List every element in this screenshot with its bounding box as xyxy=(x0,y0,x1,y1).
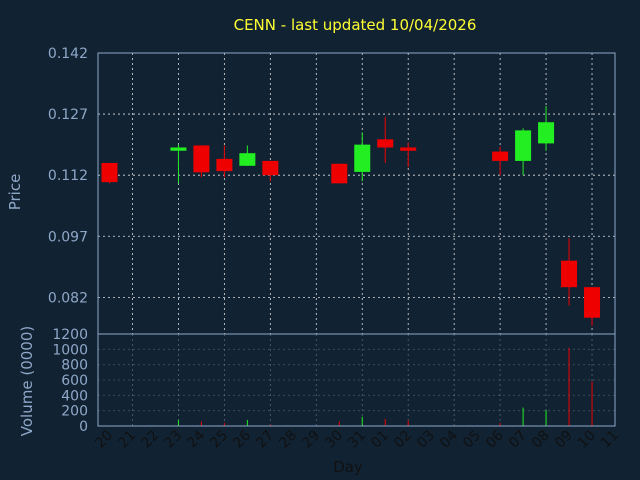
volume-tick-label: 0 xyxy=(79,419,88,435)
candle-09 xyxy=(561,238,577,305)
candle-body xyxy=(561,261,577,287)
day-tick-label: 07 xyxy=(506,428,530,452)
price-tick-label: 0.127 xyxy=(48,107,88,123)
volume-tick-label: 800 xyxy=(61,358,88,374)
candle-body xyxy=(193,145,209,172)
candle-body xyxy=(331,164,347,184)
candle-body xyxy=(538,122,554,143)
volume-tick-label: 600 xyxy=(61,373,88,389)
volume-grid xyxy=(98,334,615,426)
day-tick-label: 25 xyxy=(207,428,231,452)
axis-ticks: 0.142 0.127 0.112 0.097 0.082 120010008006004… xyxy=(48,46,622,451)
candle-01 xyxy=(377,117,393,163)
candle-body xyxy=(492,152,508,161)
day-tick-label: 30 xyxy=(322,428,346,452)
candle-body xyxy=(400,147,416,150)
price-grid xyxy=(98,53,615,334)
candle-body xyxy=(377,139,393,147)
x-axis-label: Day xyxy=(333,458,363,476)
candle-body xyxy=(584,287,600,318)
price-tick-label: 0.097 xyxy=(48,229,88,245)
volume-tick-label: 400 xyxy=(61,388,88,404)
candle-10 xyxy=(584,287,600,326)
candle-08 xyxy=(538,106,554,151)
candle-body xyxy=(216,159,232,171)
price-plot-frame xyxy=(98,53,615,334)
price-tick-label: 0.112 xyxy=(48,168,88,184)
day-tick-label: 02 xyxy=(391,428,415,452)
day-tick-label: 21 xyxy=(115,428,139,452)
candle-body xyxy=(262,161,278,175)
volume-bars xyxy=(109,348,592,426)
candle-07 xyxy=(515,128,531,175)
day-tick-label: 10 xyxy=(575,428,599,452)
candle-body xyxy=(239,153,255,166)
day-tick-label: 22 xyxy=(138,428,162,452)
day-tick-label: 06 xyxy=(483,427,507,451)
volume-plot-frame xyxy=(98,334,615,426)
candle-02 xyxy=(400,143,416,167)
day-tick-label: 31 xyxy=(345,428,369,452)
day-tick-label: 23 xyxy=(161,428,185,452)
candle-body xyxy=(170,147,186,150)
candle-20 xyxy=(101,163,117,183)
price-axis-label: Price xyxy=(6,174,24,211)
volume-tick-label: 1200 xyxy=(52,327,88,343)
price-tick-label: 0.142 xyxy=(48,46,88,62)
candles xyxy=(101,106,600,326)
volume-tick-label: 1000 xyxy=(52,342,88,358)
candle-body xyxy=(101,163,117,182)
candle-30 xyxy=(331,164,347,184)
volume-tick-label: 200 xyxy=(61,404,88,420)
candle-body xyxy=(354,145,370,172)
day-tick-label: 05 xyxy=(460,428,484,452)
day-tick-label: 28 xyxy=(276,428,300,452)
day-tick-label: 11 xyxy=(598,428,622,452)
day-tick-label: 04 xyxy=(437,427,461,451)
volume-axis-label: Volume (0000) xyxy=(18,326,36,436)
day-tick-label: 29 xyxy=(299,428,323,452)
day-tick-label: 24 xyxy=(184,427,208,451)
day-tick-label: 09 xyxy=(552,428,576,452)
candle-06 xyxy=(492,147,508,176)
day-tick-label: 26 xyxy=(230,427,254,451)
candle-body xyxy=(515,130,531,161)
candle-25 xyxy=(216,145,232,177)
day-tick-label: 03 xyxy=(414,428,438,452)
price-tick-label: 0.082 xyxy=(48,290,88,306)
chart-title: CENN - last updated 10/04/2026 xyxy=(234,16,477,34)
candle-24 xyxy=(193,145,209,177)
candle-23 xyxy=(170,145,186,184)
day-tick-label: 20 xyxy=(92,428,116,452)
candle-31 xyxy=(354,132,370,181)
candle-27 xyxy=(262,161,278,181)
day-tick-label: 27 xyxy=(253,428,277,452)
candle-26 xyxy=(239,145,255,165)
day-tick-label: 01 xyxy=(368,428,392,452)
day-tick-label: 08 xyxy=(529,428,553,452)
